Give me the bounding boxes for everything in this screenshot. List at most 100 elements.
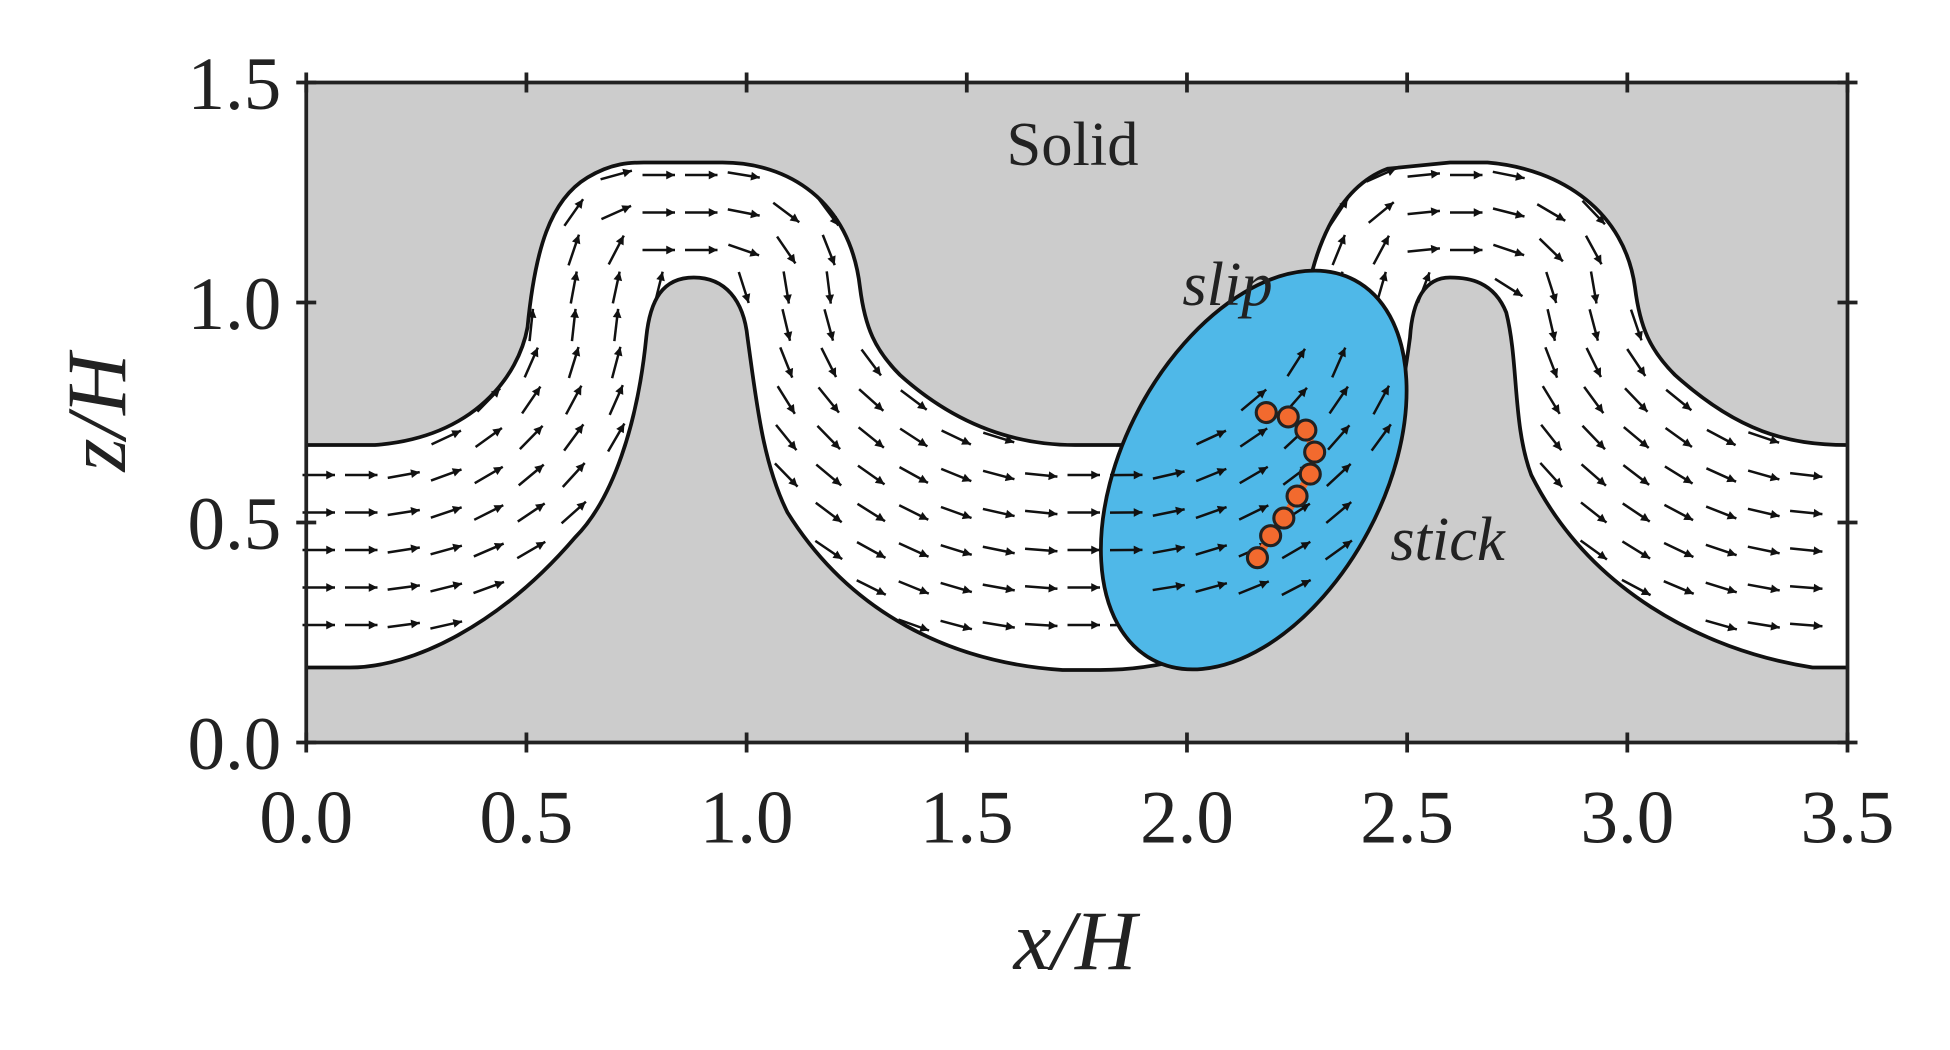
flow-arrow-head bbox=[527, 308, 537, 318]
flow-arrow-head bbox=[784, 367, 794, 378]
flow-arrow-head bbox=[708, 208, 718, 217]
flow-arrow-head bbox=[1258, 466, 1268, 476]
flow-arrow-head bbox=[1683, 586, 1694, 595]
flow-arrow-head bbox=[1726, 474, 1737, 483]
flow-arrow-head bbox=[615, 385, 624, 395]
flow-arrow-head bbox=[666, 170, 675, 180]
annotation: stick bbox=[1390, 504, 1506, 574]
flow-arrow-head bbox=[326, 583, 335, 592]
flow-arrow-head bbox=[1133, 470, 1143, 480]
flow-arrow-head bbox=[368, 470, 378, 480]
flow-arrow-head bbox=[410, 619, 420, 629]
bead bbox=[1259, 524, 1283, 548]
flow-arrow-head bbox=[1555, 212, 1566, 221]
flow-arrow-head bbox=[1217, 543, 1227, 553]
flow-arrow-head bbox=[1727, 585, 1737, 594]
flow-arrow-head bbox=[1727, 622, 1737, 632]
flow-arrow-head bbox=[919, 586, 929, 595]
flow-arrow-head bbox=[741, 293, 751, 303]
flow-arrow-head bbox=[622, 168, 632, 178]
flow-arrow-head bbox=[1005, 547, 1015, 556]
flow-arrow-head bbox=[874, 475, 885, 485]
flow-arrow-head bbox=[1216, 468, 1227, 477]
flow-arrow-head bbox=[962, 585, 972, 594]
flow-arrow-head bbox=[1133, 508, 1143, 517]
flow-arrow-head bbox=[827, 255, 836, 266]
flow-arrow-head bbox=[1386, 167, 1397, 176]
flow-arrow-head bbox=[918, 549, 929, 558]
flow-arrow-head bbox=[961, 510, 972, 520]
flow-arrow-head bbox=[1681, 401, 1692, 411]
flow-arrow-head bbox=[410, 507, 420, 516]
flow-arrow-head bbox=[830, 439, 841, 450]
flow-arrow-head bbox=[368, 545, 378, 555]
flow-arrow-head bbox=[1636, 366, 1646, 376]
flow-arrow-head bbox=[1593, 254, 1602, 265]
flow-arrow-head bbox=[1384, 202, 1394, 212]
flow-arrow-head bbox=[452, 619, 463, 628]
flow-arrow-head bbox=[1005, 621, 1015, 631]
y-axis-label: z/H bbox=[50, 349, 144, 473]
flow-arrow-head bbox=[1048, 621, 1058, 630]
flow-arrow-head bbox=[326, 508, 335, 517]
flow-arrow-head bbox=[1473, 245, 1483, 255]
flow-arrow-head bbox=[612, 308, 622, 319]
flow-arrow-head bbox=[1553, 477, 1563, 488]
flow-arrow-head bbox=[1005, 584, 1015, 594]
flow-arrow-head bbox=[826, 331, 835, 341]
flow-arrow-head bbox=[1596, 513, 1607, 523]
flow-arrow-head bbox=[1175, 506, 1185, 516]
bead bbox=[1298, 462, 1322, 486]
flow-arrow-head bbox=[1813, 583, 1823, 593]
flow-arrow-head bbox=[917, 437, 928, 447]
flow-arrow-head bbox=[961, 436, 971, 445]
flow-arrow-head bbox=[410, 544, 420, 554]
flow-arrow-head bbox=[1683, 549, 1694, 558]
flow-arrow-head bbox=[832, 550, 843, 560]
flow-arrow-head bbox=[1549, 367, 1559, 378]
frame bbox=[304, 80, 1850, 745]
flow-arrow-head bbox=[1296, 348, 1305, 359]
flow-arrow-head bbox=[961, 473, 972, 482]
flow-arrow-head bbox=[1640, 513, 1650, 522]
flow-arrow-head bbox=[1430, 244, 1440, 254]
flow-arrow-head bbox=[783, 331, 793, 341]
flow-arrow-head bbox=[1512, 287, 1523, 297]
flow-arrow-head bbox=[533, 425, 543, 436]
flow-arrow-head bbox=[1725, 437, 1736, 446]
channel bbox=[306, 162, 1848, 670]
x-tick-label: 0.0 bbox=[259, 777, 353, 860]
flow-arrow-head bbox=[872, 365, 881, 376]
flow-arrow-head bbox=[1379, 271, 1388, 282]
flow-arrow-head bbox=[1422, 272, 1431, 283]
flow-arrow-head bbox=[570, 271, 580, 281]
x-tick-label: 3.5 bbox=[1801, 777, 1895, 860]
flow-arrow-head bbox=[451, 430, 461, 439]
flow-arrow-head bbox=[613, 271, 623, 282]
flow-arrow-head bbox=[575, 463, 585, 473]
flow-arrow-head bbox=[1813, 621, 1823, 630]
flow-arrow-head bbox=[829, 215, 839, 226]
flow-arrow-head bbox=[1597, 550, 1607, 560]
flow-arrow-head bbox=[917, 401, 927, 410]
flow-arrow-head bbox=[783, 294, 792, 304]
channel-wall bbox=[306, 275, 1848, 672]
flow-arrow-head bbox=[1770, 547, 1780, 556]
flow-arrow-head bbox=[1297, 387, 1307, 398]
flow-arrow-head bbox=[1639, 438, 1649, 448]
flow-arrow-head bbox=[873, 401, 884, 411]
flow-arrow-head bbox=[493, 543, 504, 552]
flow-arrow-head bbox=[830, 403, 839, 413]
flow-arrow-head bbox=[613, 346, 623, 357]
flow-arrow-head bbox=[368, 583, 378, 592]
flow-arrow-head bbox=[531, 386, 541, 397]
flow-arrow-head bbox=[535, 541, 546, 550]
flow-arrow-head bbox=[875, 512, 886, 522]
flow-arrow-head bbox=[535, 503, 545, 512]
flow-arrow-head bbox=[1726, 548, 1737, 557]
plot: Solid slip stick x/H z/H 0.0 0.5 1.0 1.5 2.0… bbox=[50, 43, 1894, 988]
flow-arrow-head bbox=[1091, 470, 1100, 480]
flow-arrow-head bbox=[786, 404, 795, 414]
flow-arrow-head bbox=[1590, 294, 1600, 304]
flow-arrow-head bbox=[1553, 252, 1563, 262]
